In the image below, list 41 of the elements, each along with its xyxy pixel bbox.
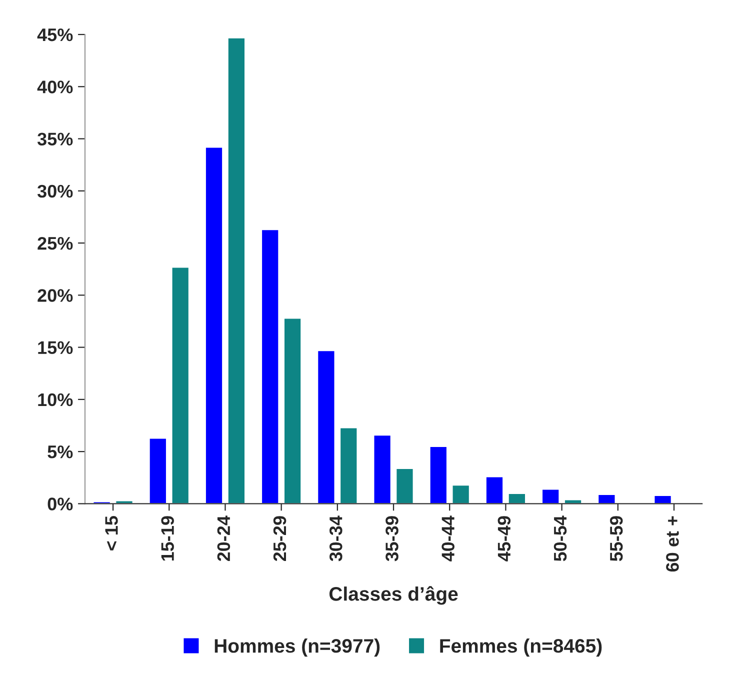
bar xyxy=(170,266,190,504)
bar xyxy=(541,488,560,504)
y-tick-label: 10% xyxy=(38,393,73,406)
x-tick-label: 50-54 xyxy=(554,516,567,562)
legend-label: Hommes (n=3977) xyxy=(214,638,380,657)
x-tick-label: 25-29 xyxy=(273,516,286,562)
x-tick-label: < 15 xyxy=(105,516,118,550)
bar xyxy=(428,446,448,504)
x-tick-label: 15-19 xyxy=(161,516,174,561)
bar xyxy=(148,437,168,504)
legend-label: Femmes (n=8465) xyxy=(440,638,602,657)
bar xyxy=(227,36,246,504)
y-tick-label: 35% xyxy=(37,132,73,146)
x-tick-label: 45-49 xyxy=(498,516,511,562)
bar xyxy=(451,484,470,504)
y-tick-label: 25% xyxy=(38,236,73,250)
x-axis-title: Classes d’âge xyxy=(329,586,458,605)
y-tick-label: 15% xyxy=(38,341,73,354)
bar xyxy=(395,468,414,504)
y-tick-label: 45% xyxy=(37,28,73,42)
x-tick-label: 55-59 xyxy=(610,516,623,562)
bar xyxy=(204,146,224,504)
bar xyxy=(339,426,358,504)
y-tick-label: 5% xyxy=(48,446,73,458)
y-tick-label: 40% xyxy=(37,80,73,94)
x-tick-label: 35-39 xyxy=(386,516,398,562)
x-tick-label: 40-44 xyxy=(442,516,454,562)
y-tick-label: 30% xyxy=(37,184,73,198)
bar xyxy=(597,494,616,504)
bar xyxy=(485,476,504,504)
bar xyxy=(372,434,392,504)
y-tick-label: 20% xyxy=(38,289,73,302)
bar xyxy=(653,494,672,504)
bar xyxy=(283,317,302,504)
y-tick-label: 0% xyxy=(48,498,73,510)
bar xyxy=(316,350,336,504)
bar xyxy=(507,492,526,504)
x-tick-label: 30-34 xyxy=(329,516,342,562)
x-tick-label: 60 et + xyxy=(666,516,679,572)
bar xyxy=(260,228,280,504)
x-tick-label: 20-24 xyxy=(217,516,230,562)
